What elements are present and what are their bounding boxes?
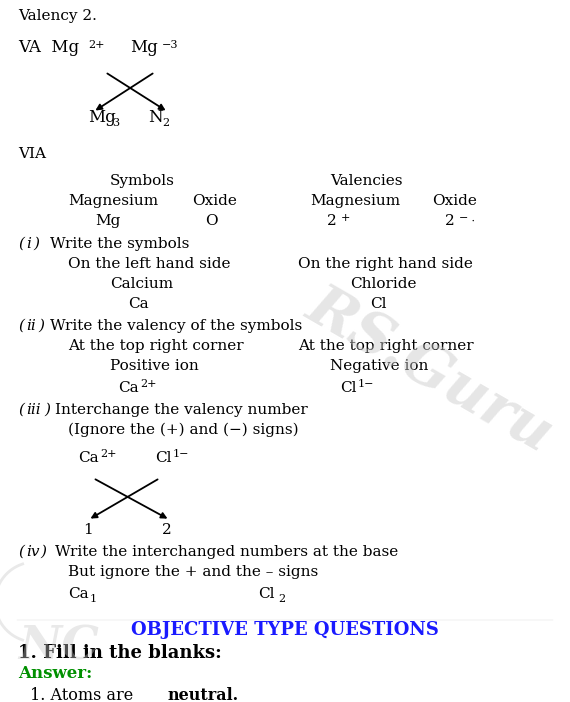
Text: Ca: Ca (118, 381, 139, 395)
Text: −: − (459, 213, 469, 223)
Text: 2+: 2+ (140, 379, 157, 389)
Text: neutral.: neutral. (167, 687, 238, 702)
Text: (: ( (18, 403, 24, 417)
Text: 1: 1 (83, 523, 93, 537)
Text: ii: ii (26, 319, 36, 333)
Text: Magnesium: Magnesium (310, 194, 400, 208)
Text: Valency 2.: Valency 2. (18, 9, 97, 23)
Text: Symbols: Symbols (110, 174, 175, 188)
Text: N: N (148, 109, 162, 126)
Text: 1: 1 (90, 594, 97, 604)
Text: ·: · (468, 217, 475, 227)
Text: Write the valency of the symbols: Write the valency of the symbols (50, 319, 302, 333)
Text: 1−: 1− (358, 379, 374, 389)
Text: Magnesium: Magnesium (68, 194, 158, 208)
Text: OBJECTIVE TYPE QUESTIONS: OBJECTIVE TYPE QUESTIONS (131, 621, 439, 639)
Text: Oxide: Oxide (192, 194, 237, 208)
Text: 2: 2 (445, 214, 455, 228)
Text: RS.Guru: RS.Guru (297, 277, 563, 463)
Text: Negative ion: Negative ion (330, 359, 429, 373)
Text: i: i (26, 237, 31, 251)
Text: Write the symbols: Write the symbols (50, 237, 189, 251)
Text: (Ignore the (+) and (−) signs): (Ignore the (+) and (−) signs) (68, 423, 299, 437)
Text: Cl: Cl (370, 297, 386, 311)
Text: 2: 2 (162, 523, 172, 537)
Text: Ca: Ca (68, 587, 88, 601)
Text: At the top right corner: At the top right corner (68, 339, 243, 353)
Text: Calcium: Calcium (110, 277, 173, 291)
Text: (: ( (18, 545, 24, 559)
Text: 2: 2 (327, 214, 337, 228)
Text: (: ( (18, 319, 24, 333)
Text: ): ) (40, 545, 46, 559)
Text: Ca: Ca (128, 297, 149, 311)
Text: −3: −3 (162, 40, 178, 50)
Text: Write the interchanged numbers at the base: Write the interchanged numbers at the ba… (55, 545, 398, 559)
Text: 2+: 2+ (100, 449, 116, 459)
Text: ): ) (38, 319, 44, 333)
Text: Mg: Mg (95, 214, 120, 228)
Text: 2+: 2+ (88, 40, 104, 50)
Text: Valencies: Valencies (330, 174, 402, 188)
Text: 1. Fill in the blanks:: 1. Fill in the blanks: (18, 644, 222, 662)
Text: ): ) (44, 403, 50, 417)
Text: 2: 2 (278, 594, 285, 604)
Text: iii: iii (26, 403, 40, 417)
Text: Positive ion: Positive ion (110, 359, 199, 373)
Text: Answer:: Answer: (18, 665, 92, 682)
Text: iv: iv (26, 545, 39, 559)
Text: Cl: Cl (258, 587, 275, 601)
Text: Oxide: Oxide (432, 194, 477, 208)
Text: 3: 3 (112, 118, 119, 128)
Text: (: ( (18, 237, 24, 251)
Text: ): ) (33, 237, 39, 251)
Text: Chloride: Chloride (350, 277, 417, 291)
Text: On the right hand side: On the right hand side (298, 257, 473, 271)
Text: Interchange the valency number: Interchange the valency number (55, 403, 308, 417)
Text: But ignore the + and the – signs: But ignore the + and the – signs (68, 565, 318, 579)
Text: 1−: 1− (173, 449, 189, 459)
Text: Mg: Mg (88, 109, 116, 126)
Text: Cl: Cl (340, 381, 356, 395)
Text: 1. Atoms are: 1. Atoms are (30, 687, 139, 702)
Text: On the left hand side: On the left hand side (68, 257, 230, 271)
Text: At the top right corner: At the top right corner (298, 339, 474, 353)
Text: Mg: Mg (130, 39, 158, 56)
Text: O: O (205, 214, 218, 228)
Text: VIA: VIA (18, 147, 46, 161)
Text: 2: 2 (162, 118, 169, 128)
Text: Cl: Cl (155, 451, 172, 465)
Text: Ca: Ca (78, 451, 99, 465)
Text: VA  Mg: VA Mg (18, 39, 79, 56)
Text: NC: NC (18, 624, 99, 670)
Text: +: + (341, 213, 351, 223)
